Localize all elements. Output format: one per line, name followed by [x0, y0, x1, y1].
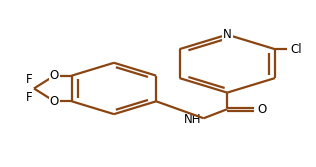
Text: NH: NH — [184, 113, 201, 126]
Text: O: O — [50, 95, 59, 108]
Text: F: F — [26, 91, 33, 104]
Text: Cl: Cl — [291, 43, 302, 56]
Text: N: N — [223, 28, 232, 41]
Text: O: O — [50, 69, 59, 82]
Text: O: O — [258, 103, 267, 116]
Text: F: F — [26, 73, 33, 86]
